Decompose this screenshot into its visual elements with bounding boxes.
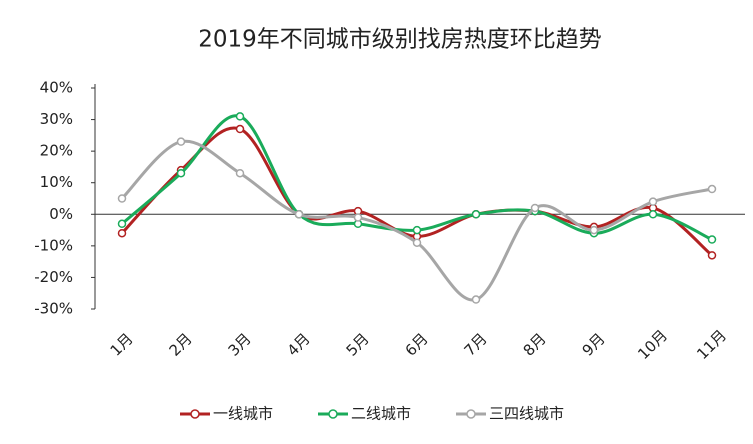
x-tick-label: 5月 [343,330,373,360]
data-point [235,112,245,121]
data-point [117,219,127,229]
series-line [120,139,713,302]
data-point [117,228,127,238]
x-tick-label: 3月 [225,330,255,360]
data-point [589,225,599,235]
x-tick-label: 8月 [520,330,550,360]
data-point [648,210,658,219]
data-point [117,194,127,203]
x-tick-label: 2月 [166,330,196,360]
y-tick-label: 10% [40,173,73,191]
y-tick-label: -30% [34,300,73,318]
legend-label: 三四线城市 [489,405,564,423]
x-tick-label: 4月 [284,330,314,360]
y-tick-label: -20% [34,268,73,286]
legend-marker [190,409,200,419]
data-point [412,225,422,235]
legend-marker [328,409,338,419]
y-tick-label: 30% [40,110,73,128]
data-point [707,184,717,194]
legend-label: 一线城市 [213,405,273,423]
y-tick-label: -10% [34,236,73,254]
data-point [235,168,245,178]
x-tick-label: 7月 [461,330,491,360]
legend-marker [466,409,476,419]
y-tick-label: 0% [49,205,73,223]
data-point [235,124,245,134]
x-tick-label: 10月 [634,326,671,363]
y-tick-label: 40% [40,79,73,97]
series-line [121,114,713,241]
data-point [412,238,422,247]
data-point [648,197,658,206]
x-tick-label: 6月 [402,330,432,360]
data-point [707,251,717,260]
x-tick-label: 11月 [693,326,730,363]
x-tick-label: 9月 [579,330,609,360]
data-point [530,203,540,213]
data-point [176,137,186,146]
data-point [707,235,717,244]
x-tick-label: 1月 [107,330,137,360]
data-point [471,295,481,304]
data-point [353,213,363,222]
data-point [294,210,304,219]
data-point [176,168,186,178]
y-tick-label: 20% [40,142,73,160]
legend-label: 二线城市 [351,405,411,423]
chart-title: 2019年不同城市级别找房热度环比趋势 [198,27,602,53]
data-point [471,210,481,219]
